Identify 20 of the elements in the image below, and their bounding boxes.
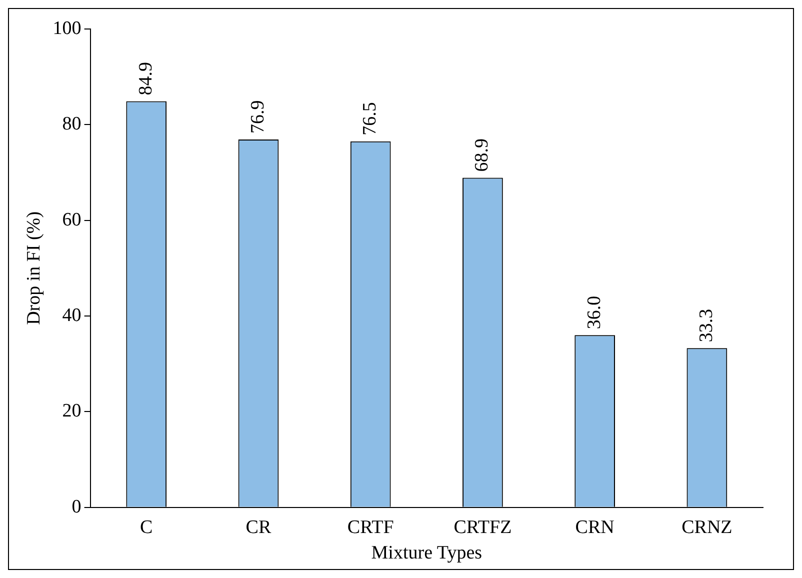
x-tick-label: CRTFZ [454,516,512,538]
x-tick-label: C [140,516,153,538]
x-tick-label: CRNZ [682,516,732,538]
x-tick-label: CRN [575,516,615,538]
data-label: 76.9 [247,100,268,134]
y-tick-label: 20 [62,400,82,422]
y-tick-label: 60 [62,209,82,230]
y-tick-label: 40 [62,305,82,326]
y-axis-title: Drop in FI (%) [23,211,44,325]
x-tick-label: CRTF [347,516,394,538]
data-label: 36.0 [584,296,605,330]
y-tick-label: 100 [52,18,82,39]
data-label: 84.9 [135,62,156,96]
y-tick-label: 80 [62,114,82,135]
x-axis-title: Mixture Types [371,542,482,564]
data-label: 76.5 [360,102,381,136]
y-tick-label: 0 [72,496,82,518]
x-tick-label: CR [246,516,272,538]
data-label: 68.9 [472,138,493,172]
data-label: 33.3 [696,308,717,342]
